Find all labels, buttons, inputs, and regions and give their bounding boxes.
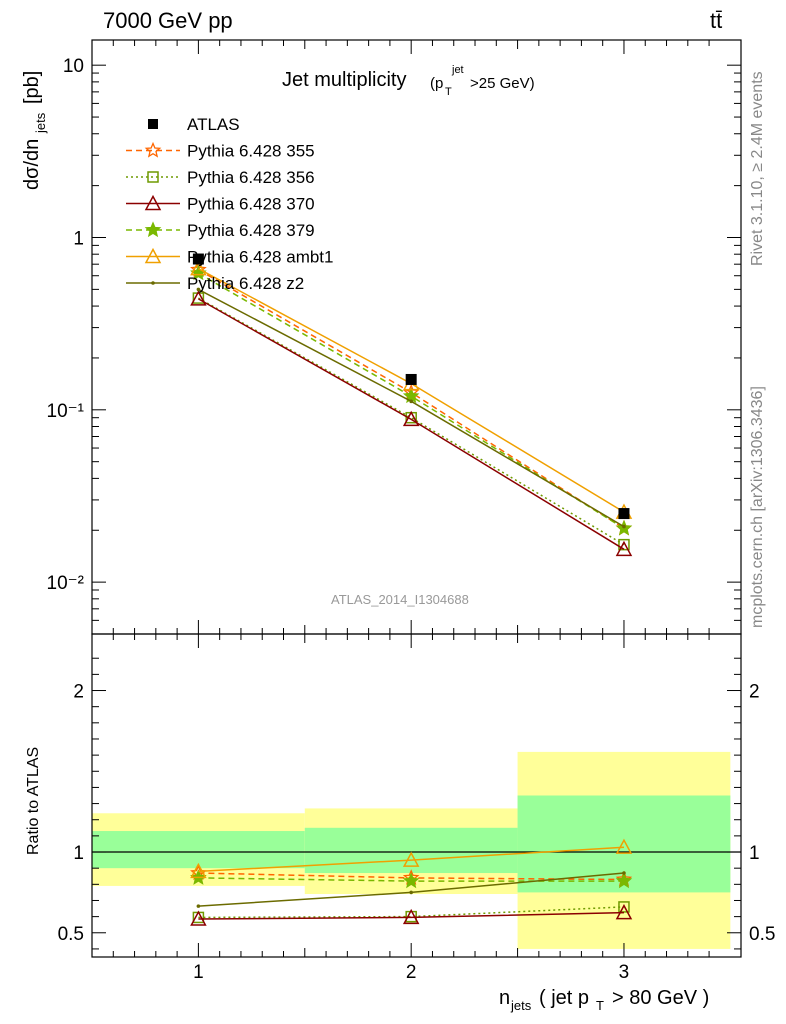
ratio-y-tick-label-left: 2	[73, 682, 84, 703]
ratio-y-tick-label-left: 0.5	[58, 924, 84, 945]
legend-label-4: Pythia 6.428 379	[187, 221, 315, 240]
ratio-frame	[91, 633, 742, 958]
legend-label-2: Pythia 6.428 356	[187, 168, 315, 187]
ratio-ylabel: Ratio to ATLAS	[25, 747, 42, 855]
ratio-point-4-2	[615, 838, 633, 854]
legend-label-3: Pythia 6.428 370	[187, 195, 315, 214]
ratio-point-2-0	[190, 910, 207, 926]
series-point-3-1	[402, 387, 420, 404]
ratio-line-2	[198, 911, 625, 920]
legend-label-5: Pythia 6.428 ambt1	[187, 248, 333, 267]
y-tick-label: 10⁻¹	[47, 401, 85, 422]
ratio-point-4-1	[402, 851, 420, 867]
svg-text:(p: (p	[430, 75, 443, 92]
main-title-suffix: (p T jet >25 GeV)	[430, 64, 535, 98]
legend-label-6: Pythia 6.428 z2	[187, 274, 304, 293]
legend-marker-5	[144, 247, 162, 264]
legend-marker-4	[144, 221, 162, 238]
legend-marker-6	[151, 281, 155, 285]
legend-label-0: ATLAS	[187, 115, 240, 134]
series-line-2	[198, 298, 625, 550]
svg-text:jets: jets	[510, 998, 532, 1013]
ratio-y-tick-label-left: 1	[73, 843, 84, 864]
rivet-label: Rivet 3.1.10, ≥ 2.4M events	[749, 71, 766, 266]
ratio-y-tick-label-right: 1	[749, 843, 760, 864]
ratio-point-5-2	[622, 871, 626, 875]
svg-text:T: T	[445, 86, 452, 98]
main-panel-axes: 10⁻² 10⁻¹ 1 10	[47, 39, 742, 635]
analysis-tag: ATLAS_2014_I1304688	[331, 592, 469, 607]
series-line-5	[198, 288, 625, 528]
svg-text:jets: jets	[33, 112, 48, 134]
ratio-panel-series	[190, 838, 633, 926]
main-panel-series	[190, 253, 633, 557]
x-tick-label: 2	[406, 962, 417, 983]
svg-text:>25 GeV): >25 GeV)	[470, 75, 535, 92]
ratio-panel-axes: 0.5 0.5 1 1 2 2 1 2 3	[58, 633, 775, 983]
series-point-5-2	[622, 524, 626, 529]
x-tick-label: 1	[193, 962, 204, 983]
ratio-point-3-2	[615, 872, 633, 889]
series-point-2-1	[402, 410, 420, 427]
ratio-line-1	[198, 906, 625, 919]
series-line-1	[198, 297, 625, 546]
svg-text:n: n	[499, 987, 510, 1009]
source-label: mcplots.cern.ch [arXiv:1306.3436]	[749, 386, 766, 628]
series-point-4-0	[190, 260, 207, 276]
ratio-point-2-2	[615, 904, 633, 920]
svg-text:[pb]: [pb]	[21, 71, 43, 104]
legend-marker-0	[148, 119, 158, 129]
legend-marker-2	[147, 171, 159, 183]
main-title: Jet multiplicity	[282, 69, 406, 91]
svg-text:( jet p: ( jet p	[539, 987, 589, 1009]
ratio-y-tick-label-right: 0.5	[749, 924, 775, 945]
svg-text:> 80 GeV ): > 80 GeV )	[612, 987, 709, 1009]
svg-text:dσ/dn: dσ/dn	[21, 139, 43, 190]
series-point-2-0	[190, 290, 207, 306]
legend-marker-3	[144, 194, 162, 211]
series-point-1-2	[618, 538, 630, 551]
legend-marker-1	[144, 141, 162, 158]
ratio-point-2-1	[402, 908, 420, 925]
ratio-point-3-1	[402, 872, 420, 889]
series-point-5-0	[196, 287, 201, 292]
y-tick-label: 10	[63, 56, 84, 77]
y-tick-label: 1	[73, 228, 84, 249]
svg-text:jet: jet	[451, 64, 464, 76]
svg-text:T: T	[596, 998, 604, 1013]
ratio-point-4-0	[190, 862, 207, 879]
header-left: 7000 GeV pp	[103, 8, 233, 33]
data-point-1	[405, 373, 417, 385]
legend: ATLAS Pythia 6.428 355 Pythia 6.428 356 Pyt…	[126, 115, 333, 293]
uncertainty-band-green-0	[92, 831, 305, 869]
data-point-2	[618, 508, 630, 520]
data-point-0	[192, 253, 204, 265]
ratio-y-tick-label-right: 2	[749, 682, 760, 703]
main-ylabel: dσ/dn jets [pb]	[21, 71, 48, 190]
x-tick-label: 3	[619, 962, 630, 983]
ratio-point-5-1	[409, 890, 413, 895]
series-point-5-1	[409, 399, 413, 404]
legend-label-1: Pythia 6.428 355	[187, 142, 315, 161]
header-right: tt̄	[710, 8, 722, 33]
ratio-point-5-0	[196, 904, 201, 908]
ratio-xlabel: n jets ( jet p T > 80 GeV )	[499, 987, 709, 1013]
ratio-line-4	[198, 846, 625, 873]
y-tick-label: 10⁻²	[47, 573, 85, 594]
series-point-2-2	[615, 540, 633, 557]
